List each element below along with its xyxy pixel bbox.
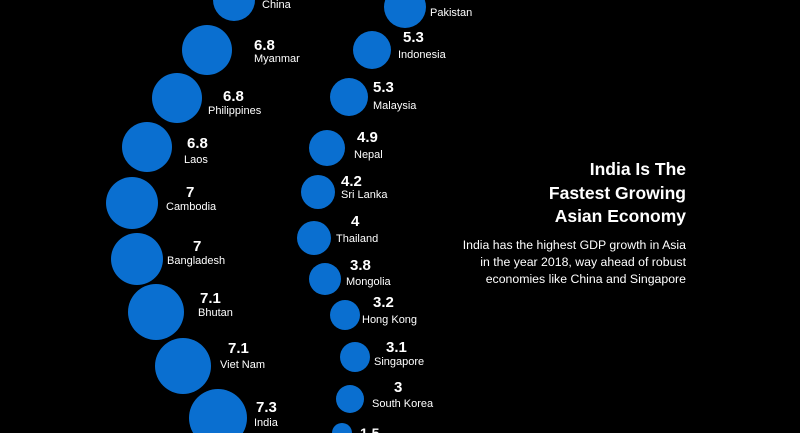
bubble-group: 5.3 Indonesia <box>353 29 447 69</box>
country-label: Bangladesh <box>167 255 225 267</box>
chart-subtitle-line: economies like China and Singapore <box>485 271 686 286</box>
bubble-group: 5.6 Pakistan <box>0 0 472 28</box>
bubble-group: 3.8 Mongolia <box>309 257 392 295</box>
bubble <box>336 385 364 413</box>
data-label: 1.5 <box>360 425 380 433</box>
data-label: 7.1 <box>200 290 221 307</box>
bubble <box>213 0 255 21</box>
bubble <box>340 342 370 372</box>
data-label: 4.2 <box>341 173 362 190</box>
bubble <box>182 25 232 75</box>
country-label: Sri Lanka <box>341 189 388 201</box>
bubble-group: 4 Thailand <box>297 213 378 255</box>
bubble-group: 3.2 Hong Kong <box>330 294 417 330</box>
bubble-group: China <box>213 0 292 21</box>
data-label: 7.3 <box>256 399 277 416</box>
data-label: 4 <box>351 213 360 230</box>
bubble-group: 7.1 Viet Nam <box>155 338 265 394</box>
country-label: Bhutan <box>198 307 233 319</box>
bubble-group: 5.3 Malaysia <box>330 78 417 116</box>
chart-subtitle-line: in the year 2018, way ahead of robust <box>480 254 686 269</box>
chart-title: India Is The Fastest Growing Asian Econo… <box>386 158 686 229</box>
chart-subtitle: India has the highest GDP growth in Asia… <box>386 237 686 288</box>
country-label: India <box>254 417 279 429</box>
bubble <box>297 221 331 255</box>
country-label: China <box>262 0 292 11</box>
bubble <box>332 423 352 433</box>
bubble <box>152 73 202 123</box>
country-label: Thailand <box>336 233 378 245</box>
info-panel: India Is The Fastest Growing Asian Econo… <box>386 158 686 288</box>
data-label: 7 <box>193 238 201 255</box>
chart-subtitle-line: India has the highest GDP growth in Asia <box>462 237 686 252</box>
bubble <box>155 338 211 394</box>
country-label: Indonesia <box>398 49 447 61</box>
bubble <box>301 175 335 209</box>
data-label: 5.3 <box>373 79 394 96</box>
bubble <box>330 300 360 330</box>
country-label: South Korea <box>372 398 434 410</box>
data-label: 6.8 <box>254 37 275 54</box>
bubble-group: 6.8 Laos <box>122 122 208 172</box>
data-label: 6.8 <box>187 135 208 152</box>
data-label: 3.1 <box>386 339 407 356</box>
bubble <box>384 0 426 28</box>
chart-title-line: India Is The <box>589 159 686 179</box>
bubble <box>330 78 368 116</box>
data-label: 3 <box>394 379 402 396</box>
country-label: Pakistan <box>430 7 472 19</box>
data-label: 5.6 <box>0 0 21 4</box>
bubble <box>128 284 184 340</box>
bubble <box>122 122 172 172</box>
data-label: 3.8 <box>350 257 371 274</box>
bubble-group: 4.9 Nepal <box>309 129 383 166</box>
bubble <box>309 130 345 166</box>
chart-title-line: Asian Economy <box>554 206 686 226</box>
data-label: 4.9 <box>357 129 378 146</box>
bubble-group: 3 South Korea <box>336 379 434 413</box>
data-label: 3.2 <box>373 294 394 311</box>
country-label: Hong Kong <box>362 314 417 326</box>
country-label: Viet Nam <box>220 359 265 371</box>
country-label: Myanmar <box>254 53 300 65</box>
country-label: Laos <box>184 154 208 166</box>
data-label: 7 <box>186 184 194 201</box>
bubble-group: 1.5 <box>332 423 380 433</box>
bubble <box>353 31 391 69</box>
bubble <box>189 389 247 433</box>
country-label: Malaysia <box>373 100 417 112</box>
bubble <box>111 233 163 285</box>
data-label: 7.1 <box>228 340 249 357</box>
data-label: 5.3 <box>403 29 424 46</box>
country-label: Cambodia <box>166 201 217 213</box>
chart-title-line: Fastest Growing <box>548 182 686 203</box>
country-label: Philippines <box>208 105 262 117</box>
country-label: Singapore <box>374 356 424 368</box>
bubble <box>309 263 341 295</box>
country-label: Nepal <box>354 149 383 161</box>
bubble <box>106 177 158 229</box>
data-label: 6.8 <box>223 88 244 105</box>
country-label: Mongolia <box>346 276 392 288</box>
